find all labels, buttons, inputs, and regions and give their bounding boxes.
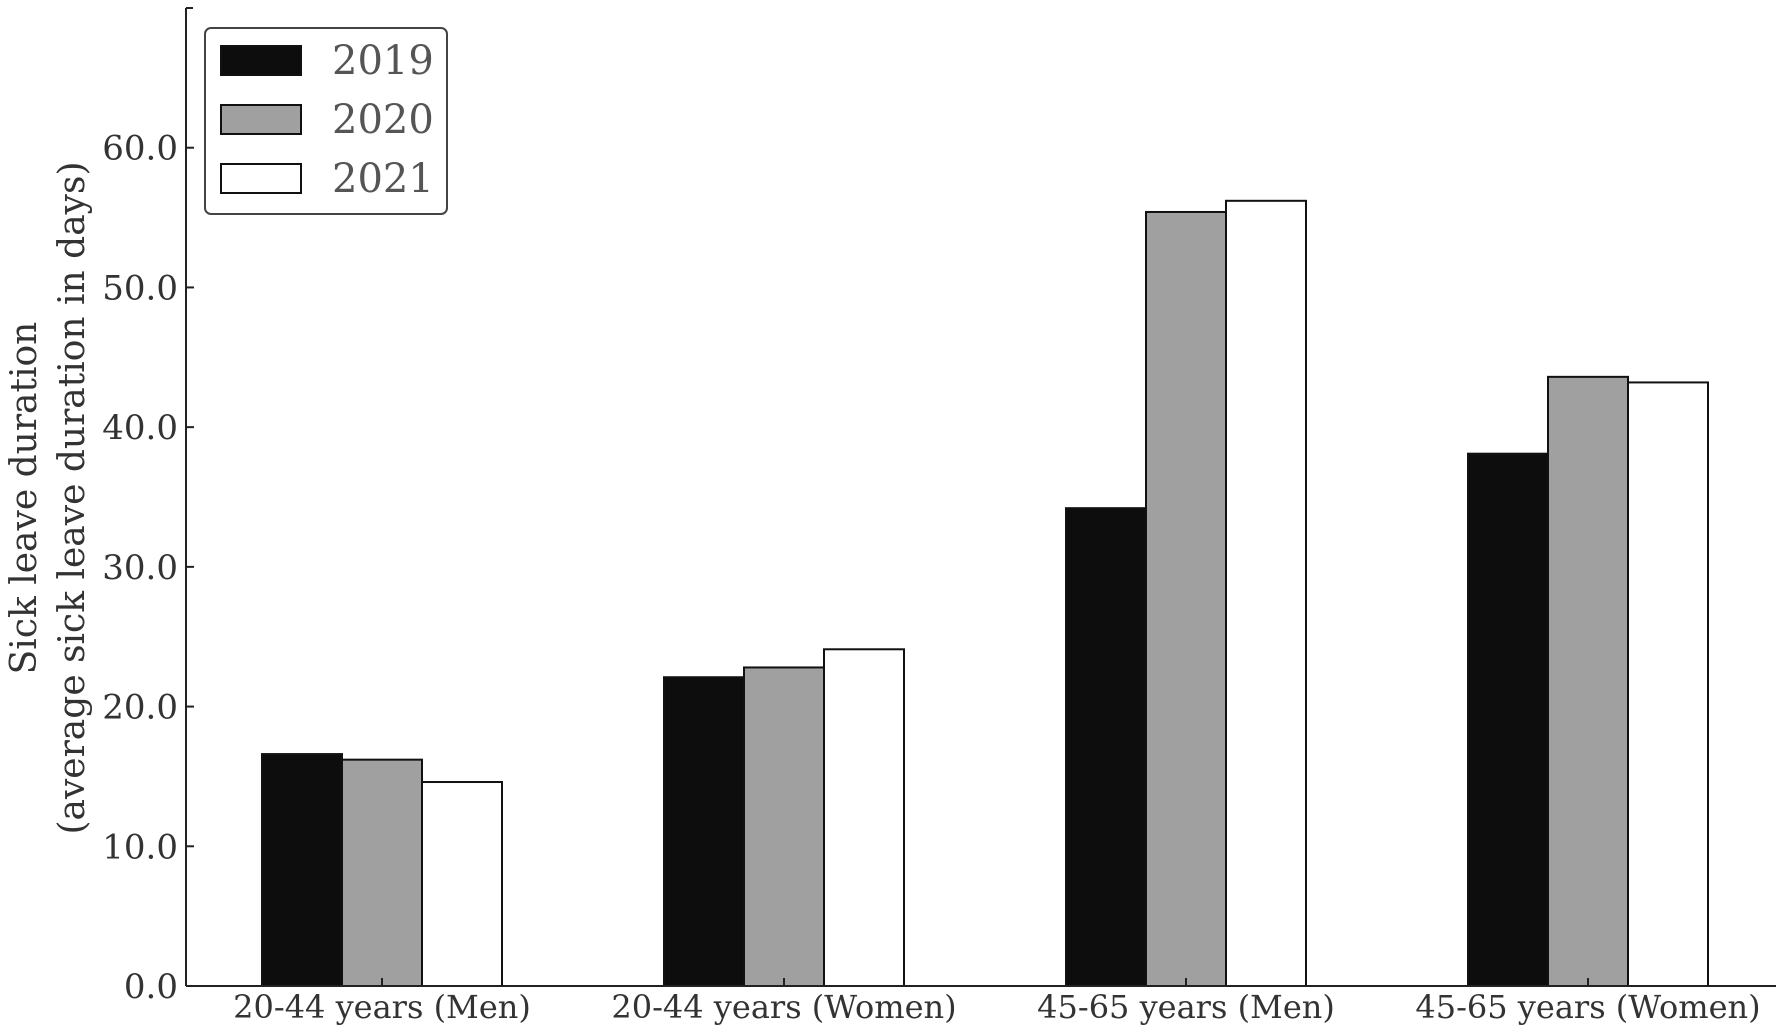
bars-layer [261, 199, 1709, 988]
bar-2019 [261, 753, 343, 987]
y-tick-label: 10.0 [102, 827, 178, 867]
y-tick-label: 20.0 [102, 688, 178, 728]
bar-2021 [421, 781, 503, 988]
legend-label-2019: 2019 [332, 38, 434, 84]
y-ticks: 0.0 10.0 20.0 30.0 40.0 50.0 60.0 [102, 129, 194, 1007]
bar-2020 [743, 666, 825, 987]
legend-swatch-2021 [220, 163, 302, 194]
bar-2021 [823, 648, 905, 987]
y-tick-label: 30.0 [102, 548, 178, 588]
x-category-label: 45-65 years (Men) [1037, 988, 1335, 1026]
bar-2020 [1547, 375, 1629, 987]
legend: 2019 2020 2021 [204, 27, 448, 215]
x-category-labels: 20-44 years (Men) 20-44 years (Women) 45-6… [233, 978, 1761, 1026]
y-tick-label: 60.0 [102, 129, 178, 169]
legend-swatch-2020 [220, 104, 302, 135]
y-axis-label: Sick leave duration (average sick leave … [4, 161, 93, 834]
bar-2020 [1145, 210, 1227, 988]
bar-2019 [663, 676, 745, 988]
bar-2019 [1467, 452, 1549, 987]
y-axis-label-line-2: (average sick leave duration in days) [52, 161, 93, 834]
legend-label-2021: 2021 [332, 156, 434, 202]
y-tick-label: 0.0 [124, 967, 178, 1007]
bar-2020 [341, 758, 423, 987]
x-category-label: 20-44 years (Women) [611, 988, 956, 1026]
y-tick-label: 40.0 [102, 408, 178, 448]
y-axis-label-line-1: Sick leave duration [4, 322, 45, 675]
bar-2021 [1627, 381, 1709, 988]
bar-2021 [1225, 199, 1307, 987]
y-tick-label: 50.0 [102, 268, 178, 308]
x-category-label: 45-65 years (Women) [1415, 988, 1760, 1026]
axes [185, 7, 1776, 987]
bar-2019 [1065, 507, 1147, 987]
legend-label-2020: 2020 [332, 97, 434, 143]
legend-swatch-2019 [220, 45, 302, 76]
x-category-label: 20-44 years (Men) [233, 988, 531, 1026]
